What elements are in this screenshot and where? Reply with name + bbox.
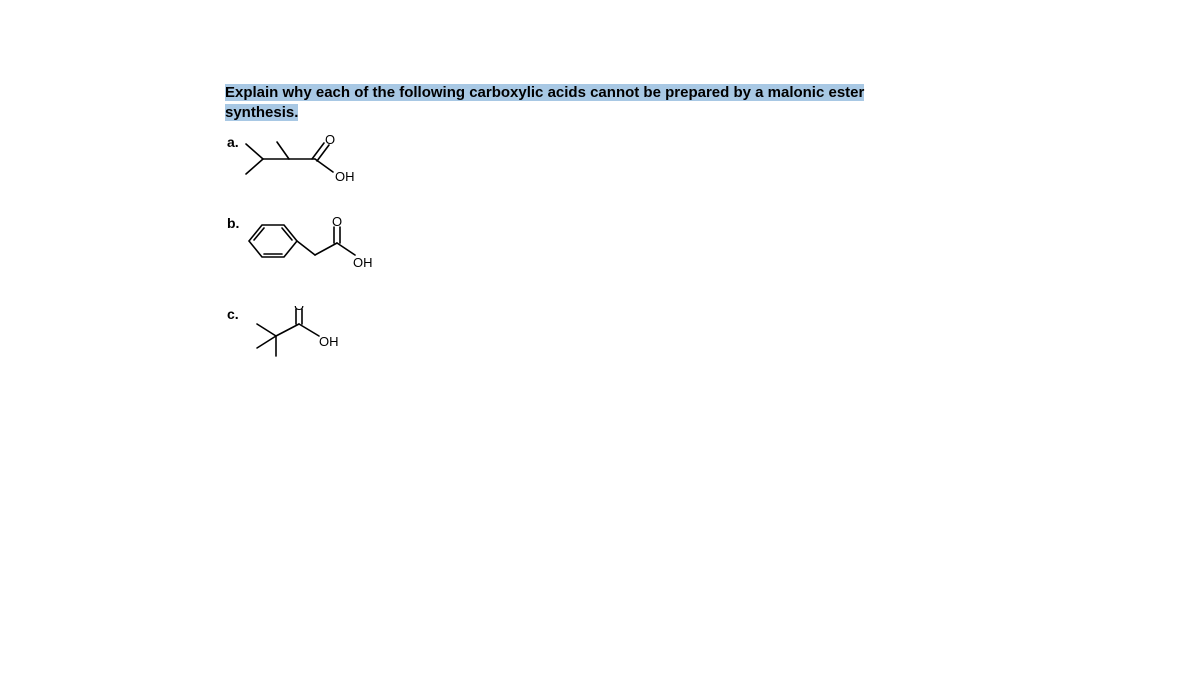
item-c-label: c. xyxy=(227,306,239,322)
item-a: a. xyxy=(225,134,945,199)
item-b-label: b. xyxy=(227,215,239,231)
oxygen-a: O xyxy=(325,134,335,147)
content-block: Explain why each of the following carbox… xyxy=(225,83,945,387)
oh-a: OH xyxy=(335,169,355,184)
structure-c-svg: O OH xyxy=(241,306,361,366)
oh-b: OH xyxy=(353,255,373,270)
structure-b-svg: O OH xyxy=(241,215,391,285)
oxygen-b: O xyxy=(332,215,342,229)
structure-a: O OH xyxy=(241,134,945,199)
oxygen-c: O xyxy=(294,306,304,313)
structure-a-svg: O OH xyxy=(241,134,371,194)
structure-b: O OH xyxy=(241,215,945,290)
question-text: Explain why each of the following carbox… xyxy=(225,83,945,124)
question-line-2: synthesis. xyxy=(225,104,298,121)
item-a-label: a. xyxy=(227,134,239,150)
structure-c: O OH xyxy=(241,306,945,371)
page: Explain why each of the following carbox… xyxy=(0,0,1200,675)
oh-c: OH xyxy=(319,334,339,349)
item-c: c. xyxy=(225,306,945,371)
question-line-1: Explain why each of the following carbox… xyxy=(225,84,864,101)
item-b: b. xyxy=(225,215,945,290)
items-list: a. xyxy=(225,134,945,371)
